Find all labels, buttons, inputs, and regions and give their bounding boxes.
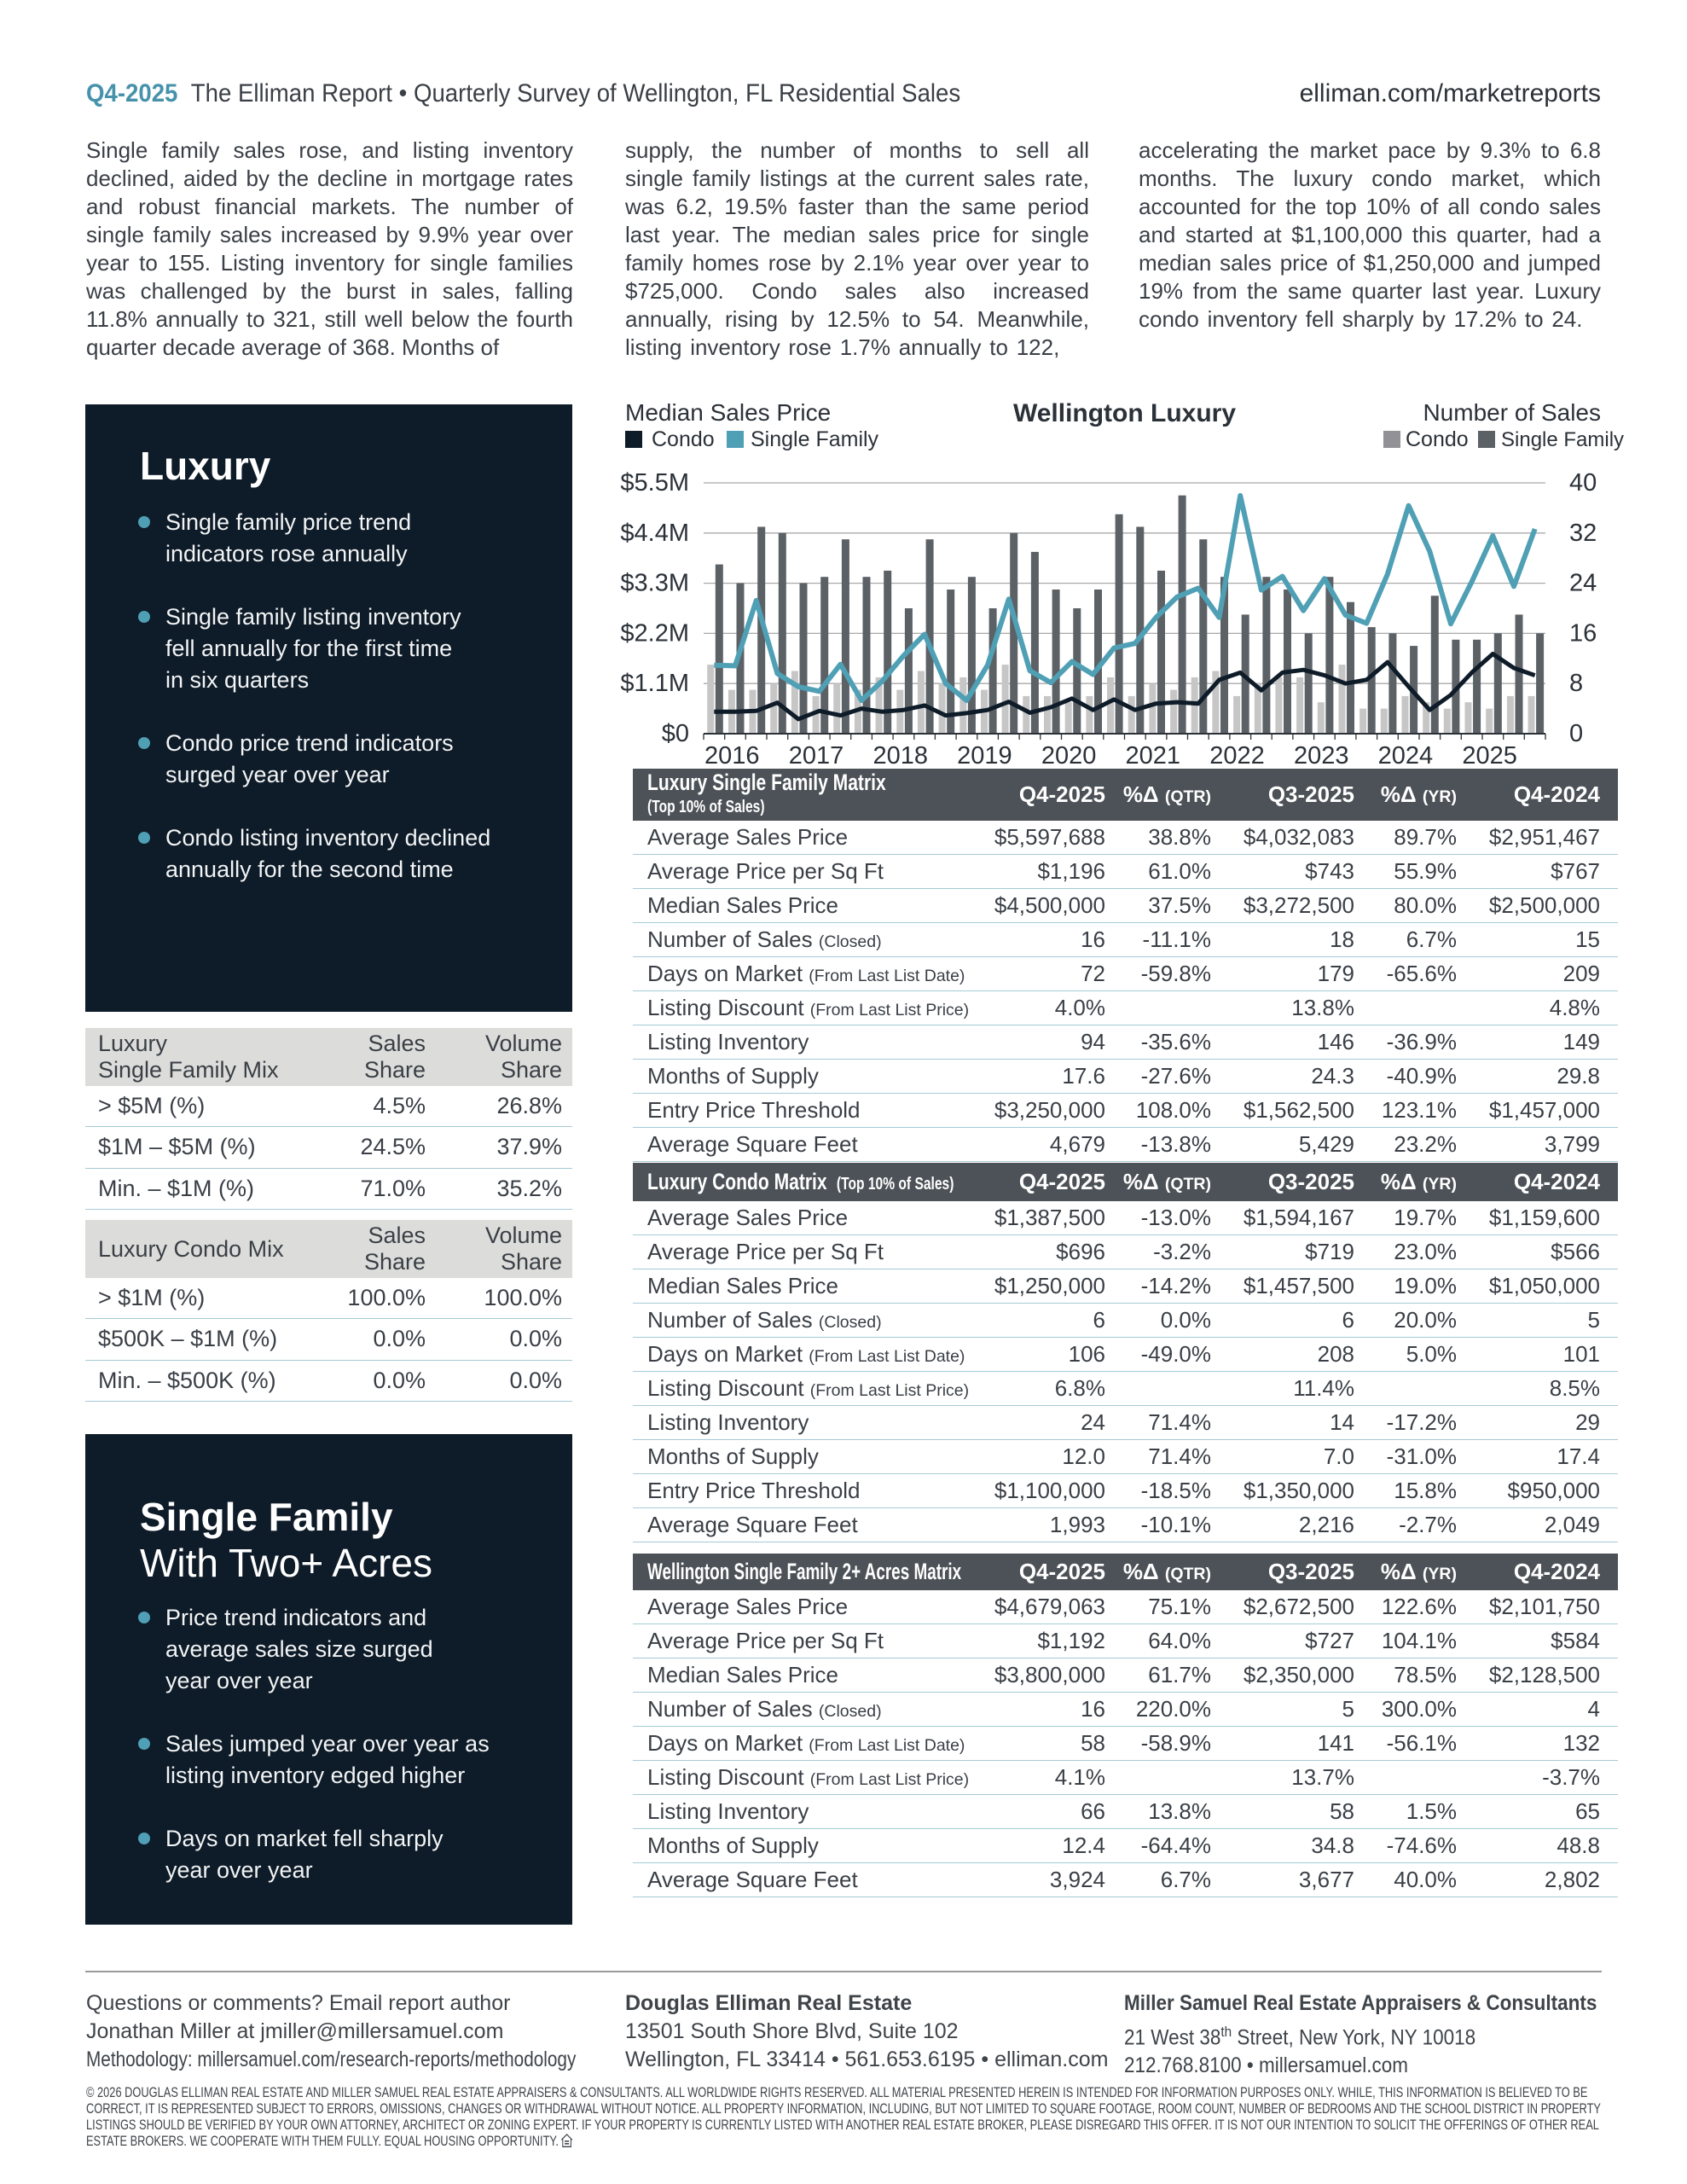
svg-text:$2.2M: $2.2M (620, 619, 689, 647)
svg-text:24: 24 (1569, 570, 1597, 597)
svg-text:Condo: Condo (652, 427, 715, 451)
svg-text:2017: 2017 (789, 742, 844, 770)
svg-text:0: 0 (1569, 720, 1583, 747)
svg-text:Single Family: Single Family (1501, 428, 1624, 451)
svg-text:8: 8 (1569, 670, 1583, 697)
svg-text:Single Family: Single Family (751, 427, 879, 451)
svg-text:$4.4M: $4.4M (620, 520, 689, 547)
svg-text:2021: 2021 (1126, 742, 1181, 770)
svg-text:2025: 2025 (1462, 742, 1517, 770)
svg-text:16: 16 (1569, 619, 1597, 647)
svg-text:2022: 2022 (1209, 742, 1265, 770)
svg-text:$5.5M: $5.5M (620, 469, 689, 497)
svg-text:Number of Sales: Number of Sales (1423, 399, 1601, 426)
svg-text:Median Sales Price: Median Sales Price (625, 399, 831, 426)
svg-text:2018: 2018 (872, 742, 928, 770)
svg-text:2020: 2020 (1041, 742, 1097, 770)
svg-text:2019: 2019 (957, 742, 1012, 770)
svg-text:Condo: Condo (1406, 427, 1469, 451)
svg-text:$1.1M: $1.1M (620, 670, 689, 697)
svg-text:2024: 2024 (1378, 742, 1434, 770)
svg-text:$0: $0 (662, 720, 689, 747)
svg-text:2023: 2023 (1294, 742, 1349, 770)
svg-text:32: 32 (1569, 520, 1597, 547)
svg-text:2016: 2016 (704, 742, 760, 770)
svg-text:Wellington Luxury: Wellington Luxury (1013, 399, 1236, 427)
svg-text:40: 40 (1569, 469, 1597, 497)
svg-text:$3.3M: $3.3M (620, 570, 689, 597)
